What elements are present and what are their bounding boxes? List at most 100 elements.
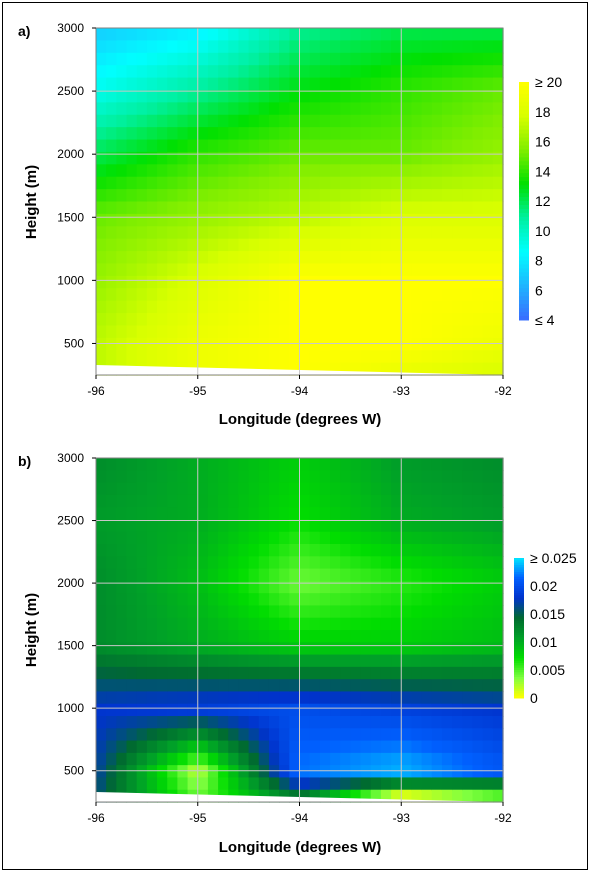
heat-cell [116, 642, 128, 656]
heat-cell [187, 654, 199, 668]
heat-cell [258, 470, 270, 484]
heat-cell [167, 691, 179, 705]
heat-cell [482, 40, 494, 54]
heat-cell [319, 752, 331, 766]
heat-cell [136, 201, 148, 215]
heat-cell [370, 531, 382, 545]
heat-cell [421, 556, 433, 570]
heat-cell [380, 238, 392, 252]
heat-cell [218, 313, 229, 327]
heat-cell [350, 52, 362, 66]
heat-cell [391, 226, 402, 240]
heat-cell [136, 691, 148, 705]
heat-cell [177, 337, 189, 351]
colorbar-swatch [514, 621, 524, 624]
heat-cell [146, 213, 158, 227]
heat-cell [279, 337, 290, 351]
heat-cell [472, 114, 484, 128]
colorbar-swatch [519, 316, 529, 321]
heat-cell [492, 164, 504, 178]
heat-cell [452, 482, 463, 496]
heat-cell [340, 362, 351, 376]
heat-cell [401, 544, 413, 557]
heat-cell [289, 765, 301, 779]
heat-cell [279, 164, 290, 178]
heat-cell [157, 139, 168, 153]
heat-cell [472, 139, 484, 153]
heat-cell [167, 28, 179, 41]
heat-cell [350, 679, 362, 693]
heat-cell [391, 28, 402, 41]
colorbar-swatch [519, 280, 529, 285]
heat-cell [289, 470, 301, 484]
heat-cell [370, 275, 382, 289]
heat-cell [177, 28, 189, 41]
colorbar-swatch [519, 260, 529, 265]
heat-cell [228, 691, 240, 705]
heat-cell [309, 691, 321, 705]
heat-cell [197, 313, 209, 327]
heat-cell [411, 580, 423, 594]
heat-cell [289, 226, 301, 240]
heat-cell [350, 666, 362, 680]
heat-cell [167, 752, 179, 766]
heat-cell [401, 350, 413, 364]
colorbar-label: 0.01 [530, 634, 557, 650]
heat-cell [279, 275, 290, 289]
heat-cell [350, 189, 362, 203]
heat-cell [431, 593, 443, 607]
heat-cell [421, 201, 433, 215]
heat-cell [207, 28, 219, 41]
heat-cell [401, 507, 413, 521]
y-tick-label: 2500 [57, 514, 84, 528]
heat-cell [380, 605, 392, 619]
heat-cell [289, 642, 301, 656]
heat-cell [462, 139, 474, 153]
heat-cell [116, 127, 128, 141]
heat-cell [136, 666, 148, 680]
heat-cell [157, 263, 168, 277]
heat-cell [207, 151, 219, 165]
heat-cell [360, 593, 372, 607]
heat-cell [441, 568, 453, 582]
heat-cell [482, 288, 494, 302]
heat-cell [228, 482, 240, 496]
heat-cell [441, 139, 453, 153]
heat-cell [146, 568, 158, 582]
heat-cell [167, 65, 179, 79]
heat-cell [350, 740, 362, 754]
heat-cell [136, 617, 148, 631]
heat-cell [330, 765, 341, 779]
heat-cell [431, 494, 443, 508]
heat-cell [462, 752, 474, 766]
heat-cell [126, 288, 138, 302]
heat-cell [431, 728, 443, 742]
heat-cell [492, 251, 504, 265]
heat-cell [370, 777, 382, 791]
heat-cell [482, 593, 494, 607]
heat-cell [441, 507, 453, 521]
heat-cell [472, 350, 484, 364]
heat-cell [218, 226, 229, 240]
heat-cell [248, 544, 260, 557]
heat-cell [391, 114, 402, 128]
heat-cell [279, 52, 290, 66]
heat-cell [472, 151, 484, 165]
heat-cell [218, 28, 229, 41]
heat-cell [126, 556, 138, 570]
heat-cell [238, 568, 250, 582]
heat-cell [258, 494, 270, 508]
heat-cell [319, 458, 331, 471]
heat-cell [380, 52, 392, 66]
heat-cell [482, 519, 494, 533]
heat-cell [157, 151, 168, 165]
heat-cell [492, 482, 504, 496]
heat-cell [197, 654, 209, 668]
heat-cell [116, 556, 128, 570]
heat-cell [411, 350, 423, 364]
heat-cell [289, 777, 301, 791]
heat-cell [96, 189, 107, 203]
heat-cell [391, 139, 402, 153]
heat-cell [431, 114, 443, 128]
heat-cell [279, 716, 290, 729]
